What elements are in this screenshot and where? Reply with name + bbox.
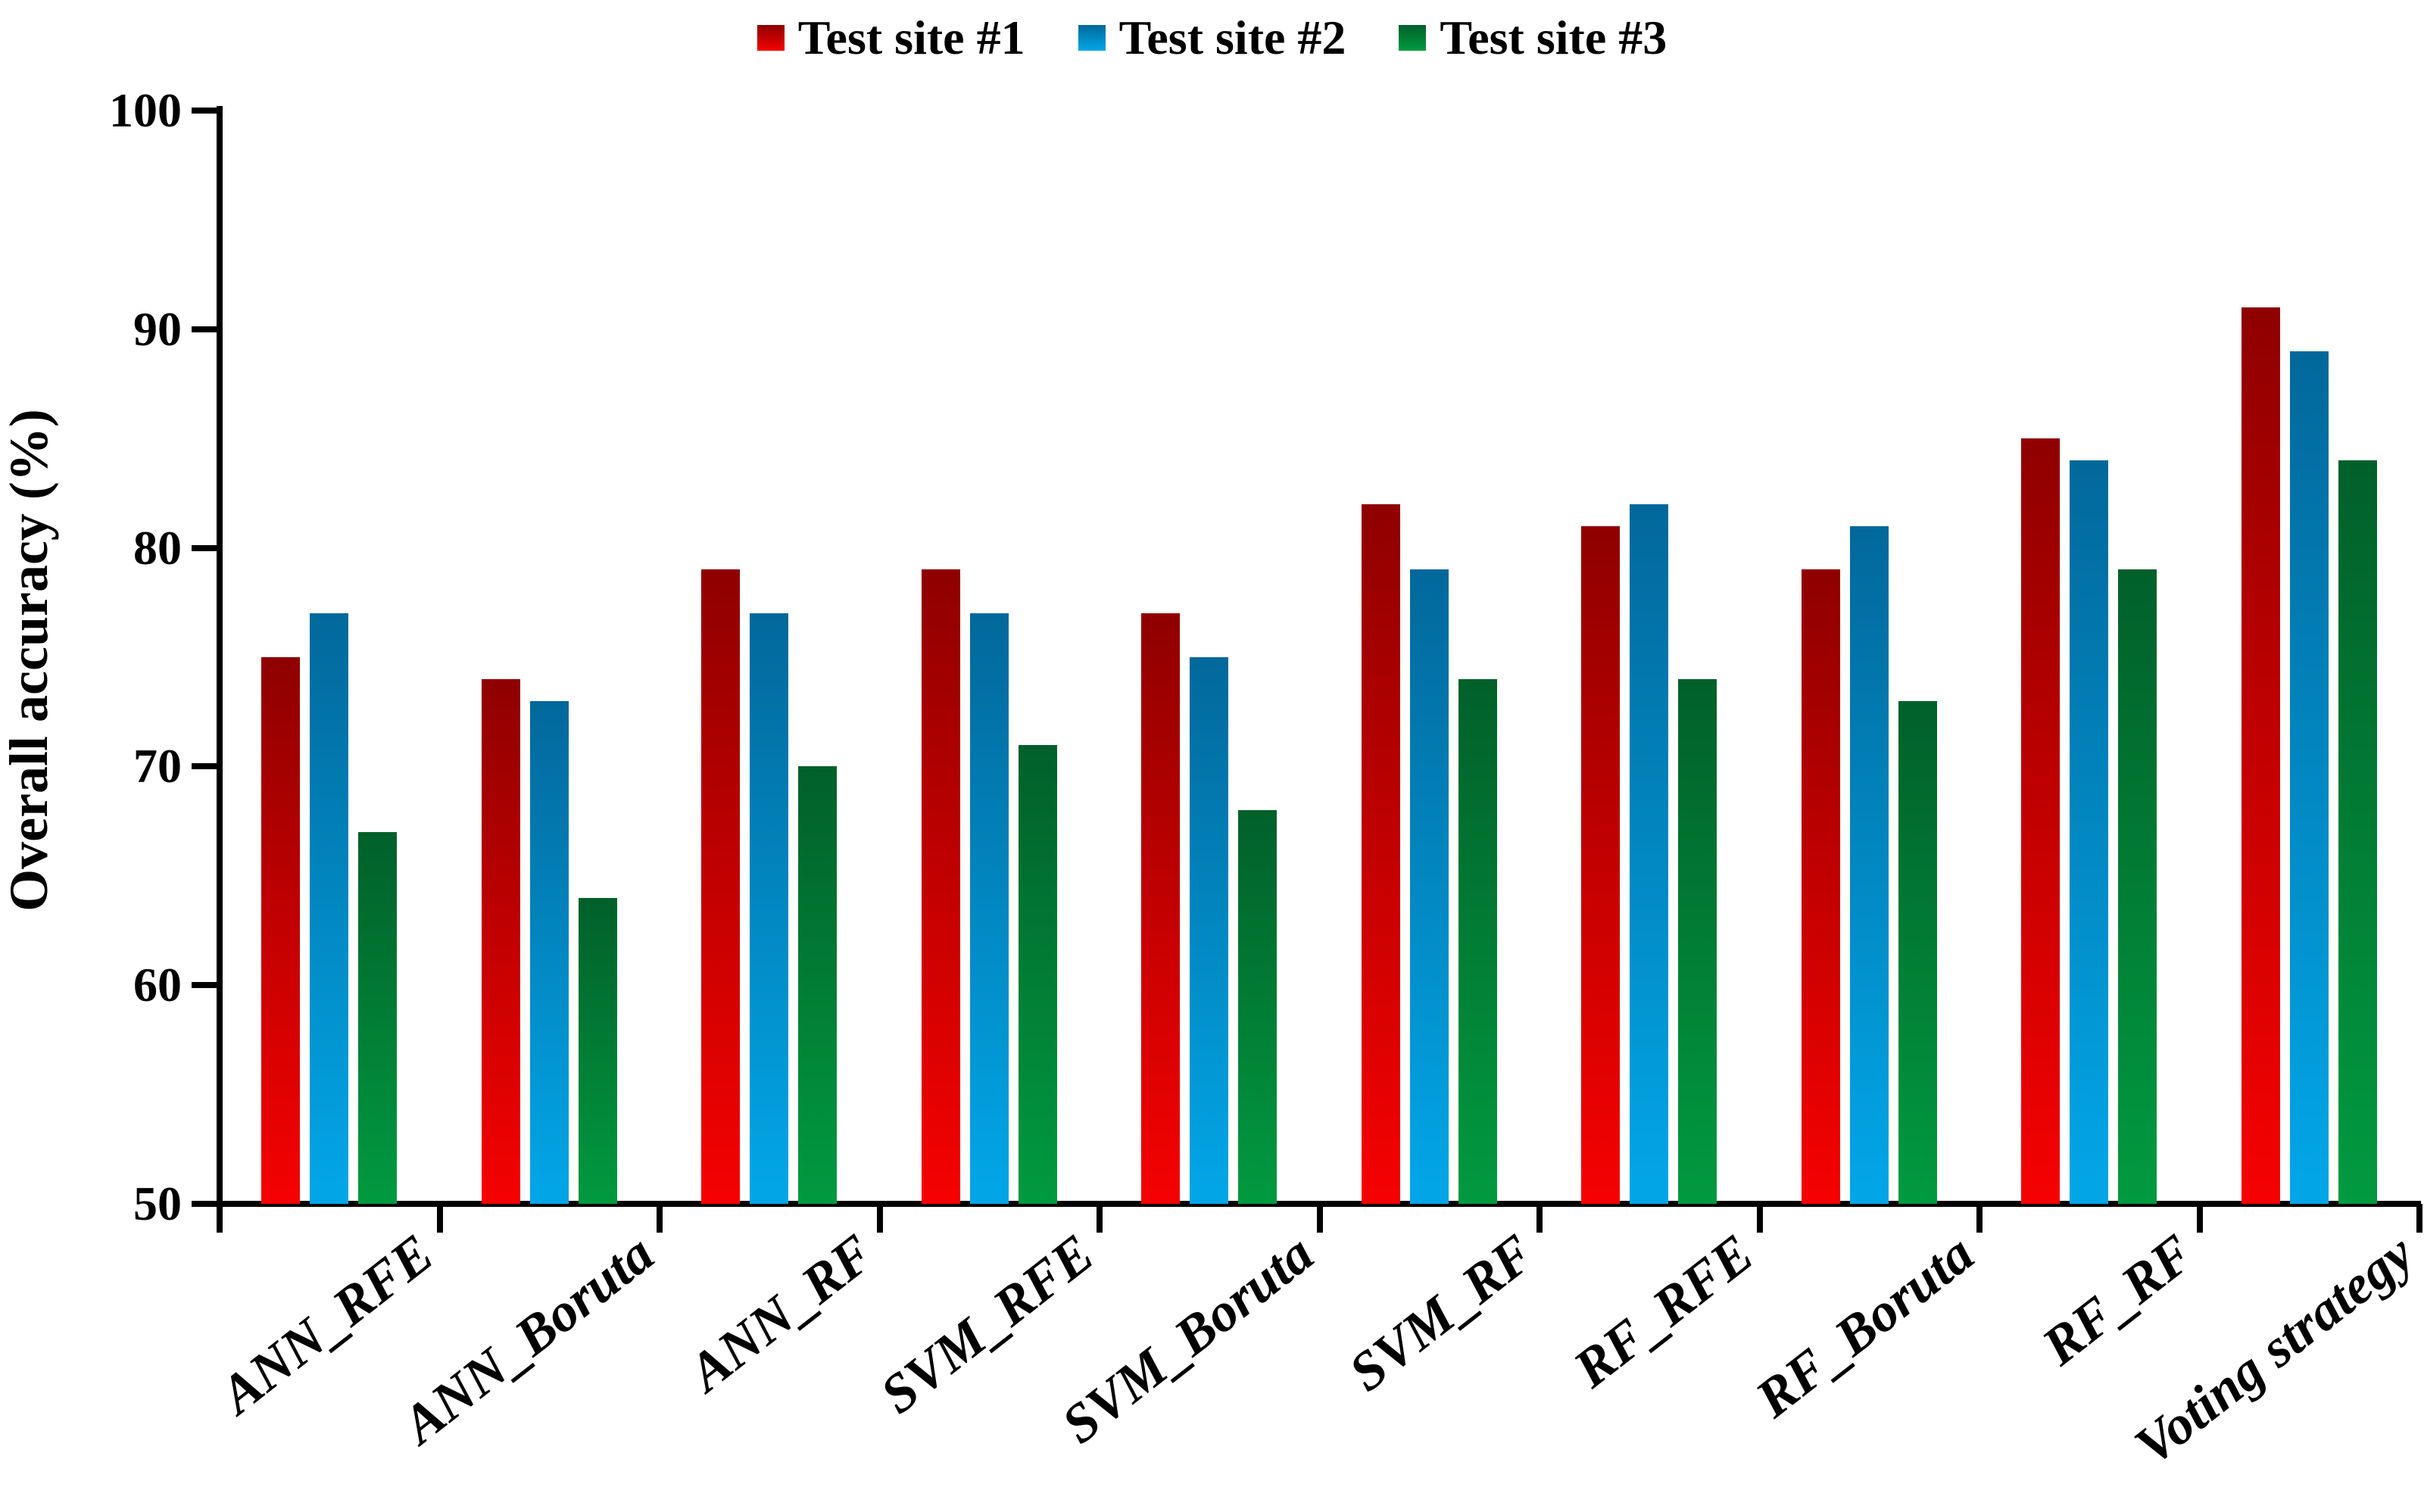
bar-test-site-1-ann_rf [701, 569, 740, 1204]
x-tick-mark [1316, 1204, 1323, 1233]
bar-test-site-3-ann_rfe [358, 832, 397, 1204]
legend-item: Test site #1 [757, 14, 1025, 62]
x-tick-mark [657, 1204, 663, 1233]
y-tick-mark [192, 108, 220, 114]
x-category-label: RF_RFE [1562, 1222, 1765, 1399]
bar-test-site-1-svm_rfe [921, 569, 960, 1204]
legend-swatch-icon [1399, 25, 1427, 51]
legend-item: Test site #2 [1078, 14, 1346, 62]
bar-test-site-2-ann_rfe [310, 613, 348, 1204]
x-tick-mark [2416, 1204, 2422, 1233]
legend: Test site #1 Test site #2 Test site #3 [0, 14, 2424, 62]
legend-label: Test site #3 [1440, 11, 1667, 64]
bar-test-site-1-rf_boruta [1801, 569, 1840, 1204]
bar-test-site-2-svm_boruta [1190, 657, 1228, 1204]
bar-test-site-3-rf_rfe [1678, 678, 1717, 1204]
bar-test-site-3-rf_boruta [1898, 700, 1937, 1204]
x-category-label: RF_Boruta [1744, 1222, 1985, 1429]
bar-test-site-1-ann_boruta [481, 678, 520, 1204]
y-tick-label: 90 [133, 301, 182, 356]
bar-test-site-2-voting-strategy [2289, 351, 2329, 1204]
bar-test-site-1-svm_rf [1361, 503, 1400, 1204]
bar-test-site-1-ann_rfe [261, 657, 300, 1204]
x-category-label: ANN_RF [677, 1222, 885, 1403]
bar-test-site-1-voting-strategy [2241, 307, 2280, 1204]
bar-test-site-1-svm_boruta [1141, 613, 1180, 1204]
bar-test-site-3-svm_rfe [1018, 744, 1057, 1204]
legend-swatch-icon [757, 25, 785, 51]
bar-test-site-2-ann_rf [750, 613, 788, 1204]
y-axis-line [217, 106, 223, 1207]
y-tick-mark [192, 1201, 220, 1207]
y-tick-mark [192, 544, 220, 551]
y-tick-mark [192, 982, 220, 989]
legend-item: Test site #3 [1399, 14, 1667, 62]
bar-test-site-2-svm_rfe [969, 613, 1009, 1204]
legend-label: Test site #1 [797, 11, 1025, 64]
x-tick-mark [217, 1204, 223, 1233]
legend-swatch-icon [1078, 25, 1106, 51]
bar-test-site-2-rf_boruta [1849, 525, 1889, 1204]
x-tick-mark [436, 1204, 443, 1233]
bar-test-site-2-svm_rf [1409, 569, 1449, 1204]
x-tick-mark [1976, 1204, 1983, 1233]
y-tick-mark [192, 326, 220, 332]
x-tick-mark [2196, 1204, 2203, 1233]
y-tick-mark [192, 763, 220, 770]
y-tick-label: 80 [133, 520, 182, 575]
x-tick-mark [1536, 1204, 1543, 1233]
bar-test-site-1-rf_rf [2021, 438, 2060, 1204]
bar-test-site-2-rf_rf [2070, 460, 2108, 1204]
y-axis-title: Overall accuracy (%) [0, 409, 59, 912]
x-category-label: SVM_RF [1337, 1222, 1545, 1403]
x-tick-mark [1097, 1204, 1103, 1233]
bar-test-site-3-rf_rf [2118, 569, 2157, 1204]
x-tick-mark [1756, 1204, 1763, 1233]
bar-test-site-3-svm_rf [1458, 678, 1497, 1204]
y-tick-label: 70 [133, 739, 182, 793]
legend-label: Test site #2 [1118, 11, 1346, 64]
x-tick-mark [876, 1204, 883, 1233]
bar-test-site-3-ann_boruta [578, 897, 617, 1204]
y-tick-label: 100 [109, 83, 182, 137]
y-tick-label: 60 [133, 958, 182, 1012]
bar-test-site-2-ann_boruta [529, 700, 569, 1204]
bar-test-site-3-voting-strategy [2338, 460, 2377, 1204]
bar-test-site-1-rf_rfe [1581, 525, 1620, 1204]
bar-test-site-3-svm_boruta [1238, 810, 1277, 1204]
y-tick-label: 50 [133, 1177, 182, 1230]
bar-test-site-2-rf_rfe [1630, 503, 1668, 1204]
x-category-label: RF_RF [2031, 1222, 2205, 1377]
bar-test-site-3-ann_rf [798, 766, 837, 1204]
